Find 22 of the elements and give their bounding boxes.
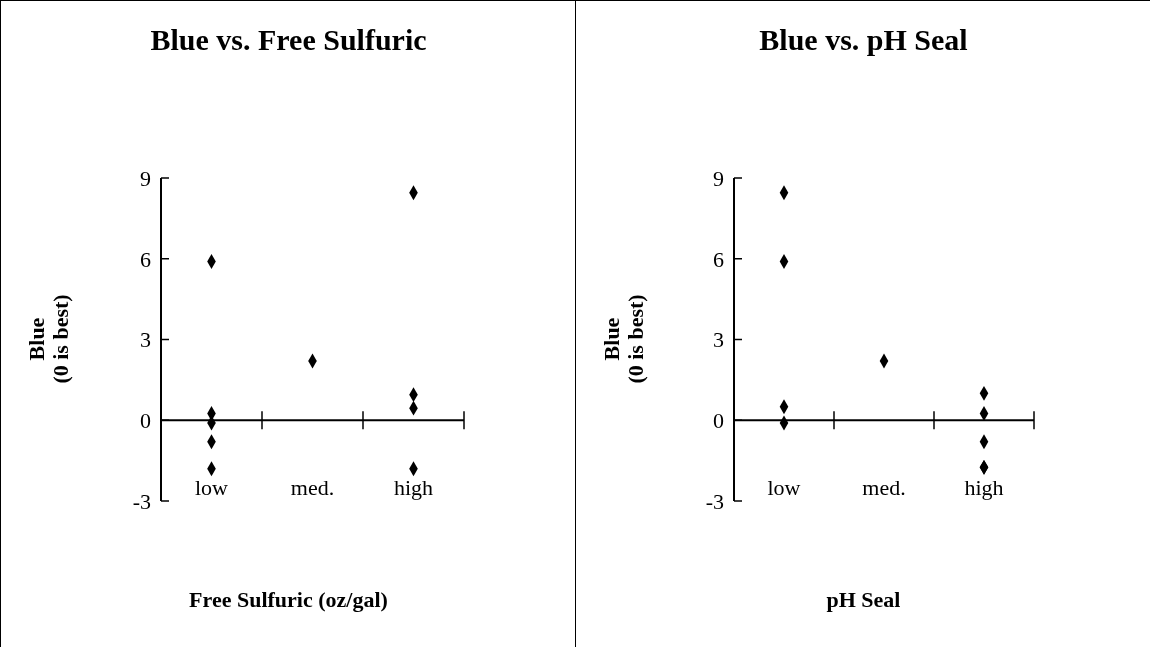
- x-tick-label: med.: [290, 475, 335, 500]
- x-tick-label: high: [393, 475, 434, 500]
- x-tick-label: low: [195, 475, 229, 500]
- x-tick-label: med.: [862, 475, 906, 500]
- chart-title: Blue vs. pH Seal: [758, 23, 969, 57]
- x-axis-title: Free Sulfuric (oz/gal): [188, 587, 389, 613]
- y-tick-label: 9: [713, 165, 724, 191]
- y-tick-label: 3: [713, 327, 724, 353]
- y-tick-label: 0: [140, 408, 151, 434]
- y-tick-label: 9: [140, 165, 151, 191]
- y-tick-label: -3: [705, 488, 724, 514]
- y-tick-label: 6: [713, 246, 724, 272]
- x-tick-label: low: [767, 475, 801, 500]
- y-tick-label: 6: [140, 246, 151, 272]
- y-tick-label: -3: [132, 488, 151, 514]
- y-tick-label: 3: [140, 327, 151, 353]
- x-axis-title: pH Seal: [825, 587, 902, 613]
- y-axis-title: Blue (0 is best): [24, 294, 73, 384]
- x-tick-label: high: [964, 475, 1004, 500]
- chart-title: Blue vs. Free Sulfuric: [149, 23, 428, 57]
- y-tick-label: 0: [713, 408, 724, 434]
- y-axis-title: Blue (0 is best): [599, 294, 648, 384]
